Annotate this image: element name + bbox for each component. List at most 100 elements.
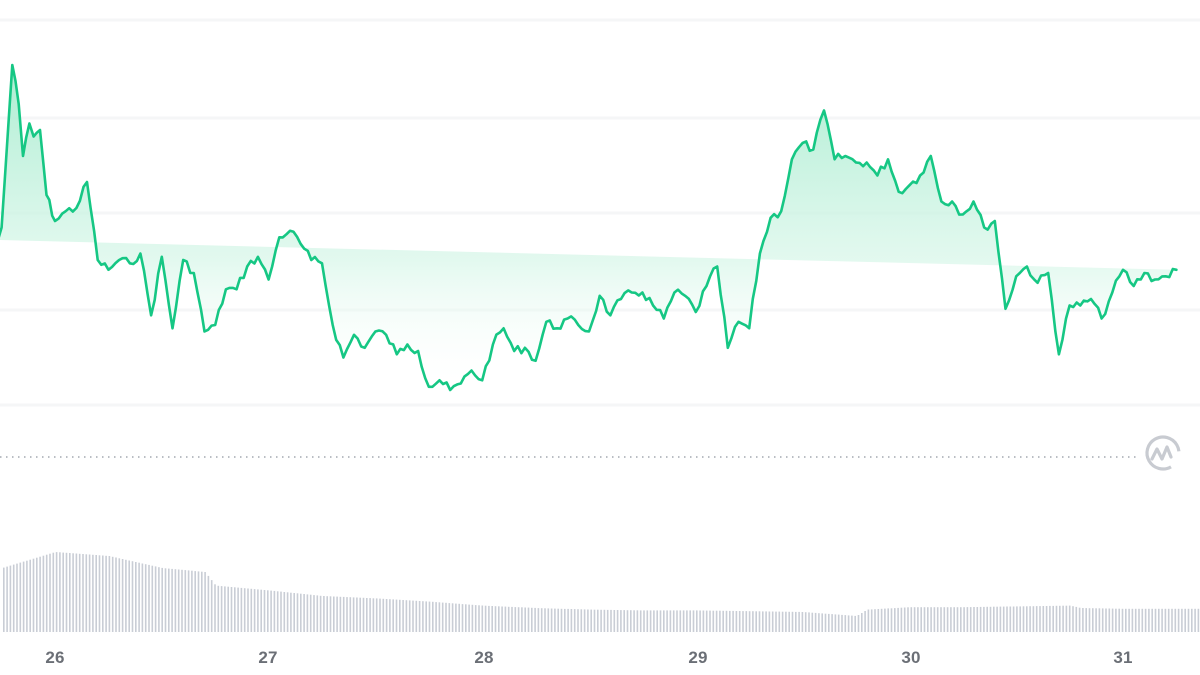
volume-bar <box>976 607 979 632</box>
volume-bar <box>468 604 470 632</box>
volume-bar <box>580 609 583 632</box>
volume-bar <box>1075 606 1078 632</box>
volume-bar <box>735 611 738 632</box>
volume-bar <box>646 610 649 632</box>
volume-bar <box>897 607 899 632</box>
volume-bar <box>841 614 843 632</box>
volume-bar <box>762 611 764 632</box>
volume-bar <box>1151 608 1153 632</box>
volume-bar <box>42 555 45 632</box>
volume-bar <box>857 615 860 632</box>
volume-bar <box>960 607 962 632</box>
volume-bar <box>663 610 665 632</box>
volume-bar <box>979 606 982 632</box>
volume-bar <box>507 606 510 632</box>
volume-bar <box>435 602 437 632</box>
x-tick-label: 30 <box>901 648 921 667</box>
volume-bar <box>293 593 295 632</box>
volume-bar <box>1009 606 1012 632</box>
volume-bar <box>395 599 398 632</box>
volume-bar <box>349 597 352 632</box>
volume-bar <box>253 589 256 632</box>
volume-bar <box>55 552 58 632</box>
volume-bar <box>613 610 616 632</box>
volume-bar <box>342 596 345 632</box>
volume-bar <box>471 604 474 632</box>
volume-bar <box>1125 608 1127 632</box>
volume-bar <box>1131 608 1134 632</box>
volume-bar <box>903 607 906 632</box>
volume-bar <box>1128 608 1130 632</box>
volume-bar <box>653 610 655 632</box>
volume-bar <box>1184 608 1186 632</box>
volume-bar <box>894 608 896 632</box>
gridlines <box>0 18 1200 407</box>
volume-bar <box>1042 606 1045 632</box>
volume-bar <box>319 595 322 632</box>
volume-bar <box>936 607 939 632</box>
volume-bar <box>276 591 279 632</box>
volume-bar <box>362 597 365 632</box>
volume-bar <box>151 565 154 632</box>
volume-bar <box>1187 608 1190 632</box>
volume-bar <box>587 609 589 632</box>
volume-bar <box>1108 608 1111 632</box>
volume-bar <box>1197 608 1200 632</box>
volume-bar <box>16 563 18 632</box>
volume-bar <box>1174 608 1177 632</box>
volume-bar <box>696 610 698 632</box>
volume-bar <box>49 553 51 632</box>
volume-bar <box>22 561 25 632</box>
volume-bar <box>95 555 97 632</box>
volume-bar <box>874 609 876 632</box>
volume-bar <box>534 607 536 632</box>
volume-bar <box>369 598 371 632</box>
volume-bar <box>636 610 639 632</box>
volume-bar <box>478 605 480 632</box>
price-line[interactable] <box>0 63 1178 392</box>
volume-bar <box>963 607 965 632</box>
volume-bar <box>62 552 64 632</box>
x-tick-label: 26 <box>45 648 65 667</box>
volume-bar <box>168 568 170 632</box>
volume-bar <box>283 592 286 632</box>
volume-bar <box>1065 605 1068 632</box>
volume-bar <box>811 612 814 632</box>
volume-bar <box>682 610 685 632</box>
volume-bar <box>32 558 35 632</box>
volume-bar <box>69 553 71 632</box>
volume-bar <box>900 607 903 632</box>
volume-bar <box>1158 608 1160 632</box>
volume-bar <box>412 600 414 632</box>
volume-bar <box>557 608 559 632</box>
volume-bar <box>709 610 711 632</box>
volume-bar <box>1134 608 1137 632</box>
x-tick-label: 27 <box>258 648 278 667</box>
volume-bar <box>1105 608 1107 632</box>
volume-bar <box>808 612 810 632</box>
volume-bar <box>884 608 886 632</box>
volume-bar <box>247 588 249 632</box>
volume-bar <box>286 592 289 632</box>
volume-bar <box>864 611 866 632</box>
volume-bar <box>831 614 833 632</box>
volume-bar <box>1092 608 1094 632</box>
volume-bar <box>702 610 705 632</box>
volume-bar <box>715 610 718 632</box>
volume-bar <box>1154 608 1157 632</box>
volume-bar <box>616 610 619 632</box>
volume-bar <box>966 607 969 632</box>
volume-bar <box>1002 606 1005 632</box>
volume-bar <box>590 609 592 632</box>
volume-bar <box>316 595 319 632</box>
volume-bar <box>144 564 147 632</box>
volume-bar <box>1055 605 1058 632</box>
volume-bar <box>461 604 464 632</box>
volume-bar <box>6 566 8 632</box>
volume-bar <box>801 612 804 632</box>
volume-bar <box>996 606 998 632</box>
volume-bar <box>692 610 695 632</box>
volume-bar <box>834 614 837 632</box>
